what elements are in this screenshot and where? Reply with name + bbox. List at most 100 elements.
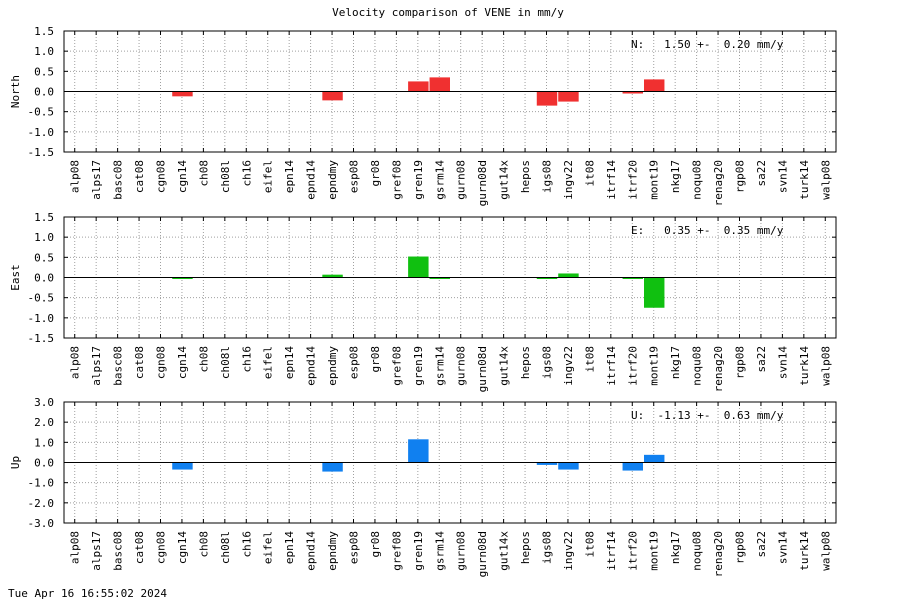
category-label: ch16 (240, 531, 253, 558)
bar-gren19 (408, 439, 429, 463)
category-label: alps17 (90, 346, 103, 386)
plot-frame (63, 216, 837, 339)
timestamp-footer: Tue Apr 16 16:55:02 2024 (8, 587, 167, 600)
category-label: gref08 (390, 531, 403, 571)
category-label: gsrm14 (433, 160, 446, 200)
y-tick-label: 1.0 (34, 45, 54, 58)
category-label: cat08 (133, 160, 146, 193)
bar-ingv22 (558, 462, 579, 470)
category-label: ch08 (197, 346, 210, 373)
category-label: gurn08 (455, 531, 468, 571)
bar-cgn14 (172, 462, 193, 470)
category-label: ch16 (240, 160, 253, 187)
category-label: ingv22 (562, 531, 575, 571)
category-label: turk14 (798, 531, 811, 571)
bar-igs08 (536, 277, 558, 279)
category-label: gurn08 (455, 160, 468, 200)
category-label: gsrm14 (433, 346, 446, 386)
category-label: gsrm14 (433, 531, 446, 571)
category-label: eifel (262, 346, 275, 379)
category-label: itrf14 (605, 160, 618, 200)
category-label: gurn08d (476, 531, 489, 577)
chart-panels: 1.5 1.0 0.5 0.0 -0.5 -1.0 -1.5 alp08 alps17 basc0… (9, 25, 837, 577)
y-tick-label: -1.5 (28, 332, 55, 345)
category-label: ingv22 (562, 346, 575, 386)
category-label: rgp08 (734, 160, 747, 193)
category-label: cgn08 (155, 346, 168, 379)
category-label: it08 (583, 160, 596, 187)
category-label: cgn14 (176, 531, 189, 564)
y-axis-label: North (9, 75, 22, 108)
y-tick-label: 0.5 (34, 251, 54, 264)
category-label: igs08 (541, 531, 554, 564)
category-label: walp08 (819, 346, 832, 386)
category-label: epn14 (283, 160, 296, 193)
category-label: gurn08d (476, 160, 489, 206)
category-label: ch08 (197, 531, 210, 558)
category-label: gurn08 (455, 346, 468, 386)
category-label: epndmy (326, 346, 339, 386)
bar-itrf20 (622, 277, 643, 279)
category-label: gren19 (412, 160, 425, 200)
bar-itrf20 (622, 462, 643, 471)
y-tick-label: 0.0 (34, 86, 54, 99)
bar-gren19 (408, 81, 429, 92)
category-label: noqu08 (691, 160, 704, 200)
category-label: basc08 (112, 531, 125, 571)
bar-epndmy (322, 274, 343, 278)
velocity-annotation: N: 1.50 +- 0.20 mm/y (631, 38, 784, 51)
bar-cgn14 (172, 91, 193, 97)
category-label: hepos (519, 531, 532, 564)
y-tick-label: -1.0 (28, 477, 55, 490)
category-label: nkg17 (669, 160, 682, 193)
y-tick-label: 3.0 (34, 396, 54, 409)
category-label: alps17 (90, 531, 103, 571)
category-label: mont19 (648, 160, 661, 200)
y-tick-label: -1.0 (28, 312, 55, 325)
category-label: alps17 (90, 160, 103, 200)
y-tick-label: 0.5 (34, 65, 54, 78)
category-label: esp08 (348, 531, 361, 564)
category-label: it08 (583, 346, 596, 373)
plot-frame (63, 30, 837, 153)
category-label: nkg17 (669, 531, 682, 564)
category-label: noqu08 (691, 531, 704, 571)
category-label: epnd14 (305, 531, 318, 571)
category-label: cgn08 (155, 531, 168, 564)
y-tick-label: -2.0 (28, 497, 55, 510)
category-label: sa22 (755, 531, 768, 558)
category-label: noqu08 (691, 346, 704, 386)
category-label: gr08 (369, 346, 382, 373)
category-label: itrf20 (626, 531, 639, 571)
category-label: ch08l (219, 531, 232, 564)
velocity-annotation: E: 0.35 +- 0.35 mm/y (631, 224, 784, 237)
category-label: hepos (519, 346, 532, 379)
category-label: sa22 (755, 160, 768, 187)
bar-mont19 (644, 79, 665, 92)
category-label: ch08l (219, 346, 232, 379)
category-label: ch16 (240, 346, 253, 373)
y-tick-label: 0.0 (34, 457, 54, 470)
category-label: igs08 (541, 346, 554, 379)
category-label: cat08 (133, 531, 146, 564)
category-label: igs08 (541, 160, 554, 193)
panel-up: 3.0 2.0 1.0 0.0 -1.0 -2.0 -3.0 alp08 alps17 basc0… (9, 396, 837, 577)
category-label: itrf20 (626, 160, 639, 200)
y-tick-label: -1.0 (28, 126, 55, 139)
category-label: renag20 (712, 160, 725, 206)
bar-epndmy (322, 91, 343, 101)
category-label: epn14 (283, 531, 296, 564)
category-label: mont19 (648, 346, 661, 386)
category-label: gut14x (498, 531, 511, 571)
category-label: ingv22 (562, 160, 575, 200)
category-label: cgn14 (176, 346, 189, 379)
category-label: gref08 (390, 346, 403, 386)
bar-gren19 (408, 256, 429, 278)
chart-title: Velocity comparison of VENE in mm/y (332, 6, 564, 19)
category-label: ch08 (197, 160, 210, 187)
bar-gsrm14 (429, 77, 450, 92)
category-label: gren19 (412, 531, 425, 571)
bar-ingv22 (558, 91, 579, 102)
category-label: walp08 (819, 531, 832, 571)
